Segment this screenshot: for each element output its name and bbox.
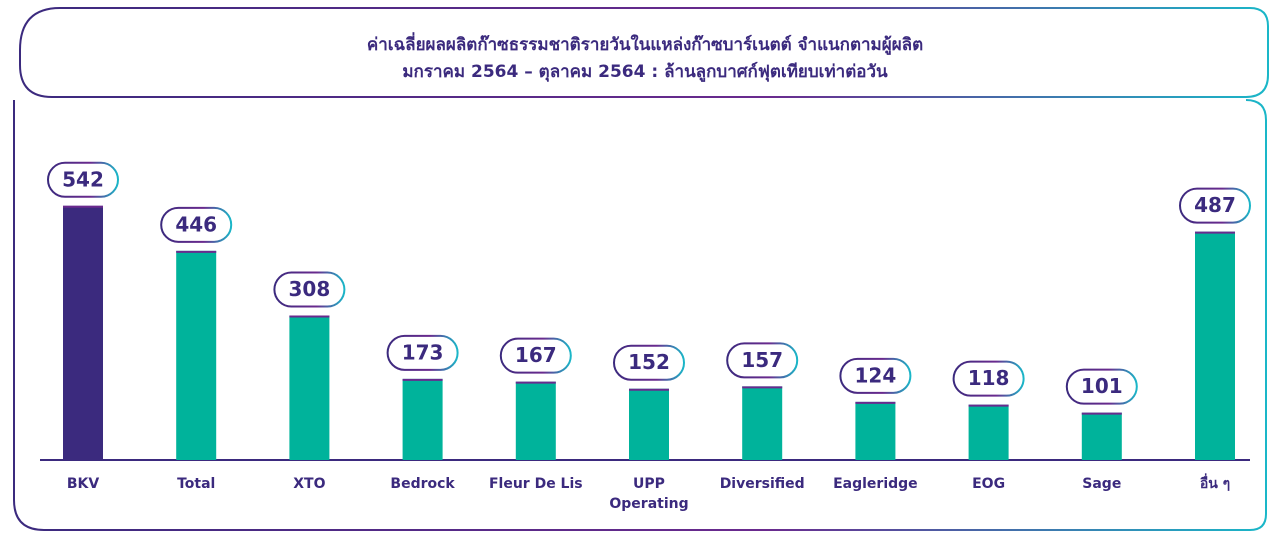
value-label: 487 <box>1194 193 1236 217</box>
value-pill <box>1065 368 1138 405</box>
bar <box>629 388 669 460</box>
bar <box>515 381 556 460</box>
category-label: XTO <box>293 476 326 492</box>
value-label: 152 <box>628 350 670 374</box>
value-label: 173 <box>402 340 444 364</box>
value-label: 124 <box>855 363 897 387</box>
value-label: 118 <box>968 366 1010 390</box>
category-label: Diversified <box>719 476 805 492</box>
value-pill <box>952 360 1025 397</box>
chart-frame <box>13 99 1267 531</box>
value-pill <box>613 344 685 381</box>
value-pill <box>273 271 346 308</box>
bar <box>402 378 443 460</box>
bar <box>1081 412 1122 460</box>
value-label: 157 <box>741 348 783 372</box>
category-label: Sage <box>1082 476 1122 492</box>
value-pill <box>160 206 233 243</box>
bar <box>289 315 330 460</box>
category-label: EOG <box>972 476 1006 492</box>
category-label: Eagleridge <box>833 476 918 492</box>
category-label: Fleur De Lis <box>488 476 583 492</box>
value-label: 542 <box>62 167 104 191</box>
value-pill <box>499 337 572 374</box>
bar <box>968 404 1009 460</box>
category-label: อื่น ๆ <box>1199 476 1231 492</box>
bar <box>63 205 103 460</box>
bar <box>1195 231 1235 460</box>
value-pill <box>726 342 799 379</box>
value-label: 308 <box>289 277 331 301</box>
value-label: 167 <box>515 343 557 367</box>
bar <box>742 386 783 460</box>
category-label: Bedrock <box>390 476 455 492</box>
value-pill <box>1179 187 1251 224</box>
category-label: Total <box>177 476 216 492</box>
title-frame <box>19 7 1269 98</box>
bar <box>855 401 896 460</box>
value-pill <box>839 357 912 394</box>
value-label: 101 <box>1081 374 1123 398</box>
bar <box>176 250 217 460</box>
chart-title: ค่าเฉลี่ยผลผลิตก๊าซธรรมชาติรายวันในแหล่ง… <box>367 32 923 56</box>
value-pill <box>47 161 119 198</box>
value-label: 446 <box>175 212 217 236</box>
category-label: BKV <box>66 476 100 492</box>
chart-subtitle: มกราคม 2564 – ตุลาคม 2564 : ล้านลูกบาศก์… <box>402 61 888 83</box>
category-label: UPP Operating <box>609 476 689 512</box>
value-pill <box>386 334 459 371</box>
